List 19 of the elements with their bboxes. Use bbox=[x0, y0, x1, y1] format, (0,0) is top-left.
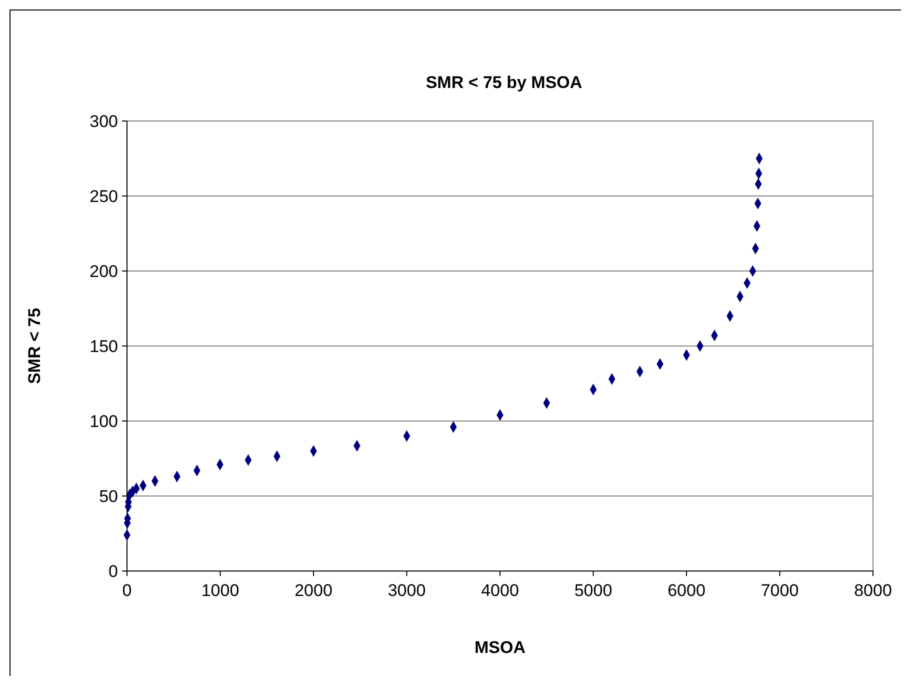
x-tick-label: 5000 bbox=[574, 581, 612, 600]
y-axis-title: SMR < 75 bbox=[25, 308, 44, 384]
y-tick-label: 150 bbox=[90, 336, 118, 356]
y-tick-label: 200 bbox=[90, 262, 118, 281]
y-tick-label: 100 bbox=[90, 412, 118, 431]
x-tick-label: 3000 bbox=[388, 581, 426, 600]
x-tick-label: 6000 bbox=[668, 581, 706, 600]
y-tick-label: 50 bbox=[99, 486, 118, 506]
x-tick-label: 8000 bbox=[854, 581, 892, 600]
y-tick-label: 0 bbox=[108, 562, 118, 581]
x-tick-label: 4000 bbox=[481, 581, 519, 600]
chart-title: SMR < 75 by MSOA bbox=[426, 73, 582, 92]
x-tick-label: 7000 bbox=[760, 581, 799, 600]
y-tick-label: 250 bbox=[90, 186, 118, 206]
y-tick-label: 300 bbox=[90, 112, 118, 131]
x-tick-label: 2000 bbox=[294, 581, 332, 600]
x-tick-label: 0 bbox=[122, 581, 132, 600]
x-axis-title: MSOA bbox=[474, 638, 526, 657]
x-tick-label: 1000 bbox=[201, 581, 240, 600]
